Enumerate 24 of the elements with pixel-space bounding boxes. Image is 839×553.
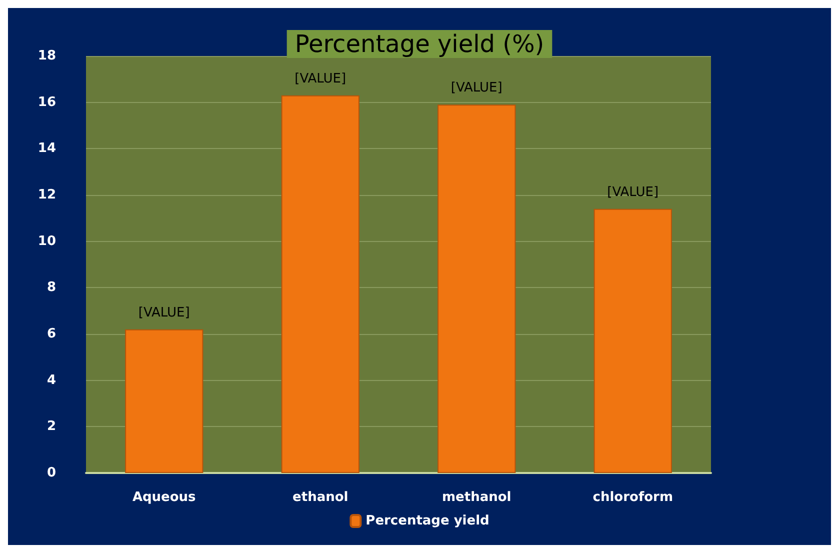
bar (594, 208, 672, 473)
data-label: [VALUE] (607, 184, 659, 200)
y-tick-label: 14 (38, 141, 56, 156)
x-tick-label: Aqueous (132, 490, 196, 505)
x-tick-label: methanol (442, 490, 512, 505)
y-tick-label: 18 (38, 48, 56, 64)
bar (125, 329, 204, 473)
data-label: [VALUE] (450, 80, 502, 96)
y-tick-label: 10 (38, 234, 56, 249)
y-tick-label: 8 (46, 280, 56, 296)
x-tick-label: chloroform (592, 490, 673, 505)
y-tick-label: 6 (46, 326, 56, 342)
legend-label: Percentage yield (366, 514, 490, 528)
data-label: [VALUE] (138, 305, 190, 320)
y-tick-label: 4 (46, 372, 56, 388)
chart-title: Percentage yield (%) (294, 30, 544, 58)
data-label: [VALUE] (294, 71, 346, 86)
y-tick-label: 2 (46, 419, 56, 434)
bar (438, 104, 516, 473)
x-tick-label: ethanol (292, 490, 348, 505)
bar (281, 95, 360, 473)
y-tick-label: 12 (38, 188, 56, 202)
y-tick-label: 16 (38, 94, 56, 110)
y-tick-label: 0 (46, 466, 56, 480)
